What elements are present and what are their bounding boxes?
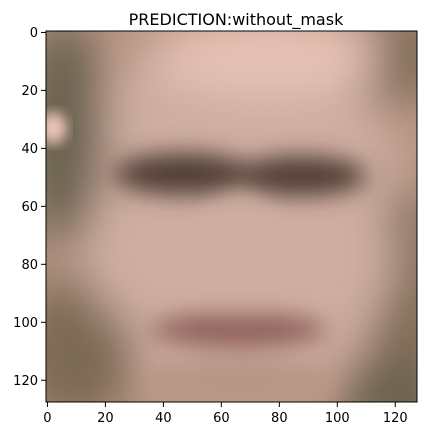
x-axis: 0 20 40 60 80 100 120 — [43, 402, 408, 426]
y-axis: 0 20 40 60 80 100 120 — [13, 26, 46, 389]
mouth-region — [151, 313, 327, 347]
y-tick-label: 80 — [21, 258, 38, 273]
left-eye-shadow — [113, 153, 253, 195]
nose-bridge — [209, 203, 269, 313]
left-background-shadow — [46, 31, 106, 247]
left-edge-highlight — [46, 112, 67, 144]
left-cheek — [86, 176, 170, 320]
right-cheek — [275, 178, 395, 338]
x-tick-label: 40 — [155, 411, 172, 426]
x-tick-label: 100 — [325, 411, 350, 426]
y-tick-label: 0 — [30, 26, 38, 41]
chart-title: PREDICTION:without_mask — [129, 10, 344, 30]
forehead-highlight — [153, 31, 383, 95]
x-tick-label: 0 — [43, 411, 51, 426]
x-tick-label: 20 — [97, 411, 114, 426]
y-tick-label: 40 — [21, 142, 38, 157]
x-tick-label: 120 — [383, 411, 408, 426]
image-frame — [45, 30, 418, 403]
right-eye-shadow — [235, 156, 367, 196]
face-image — [46, 31, 417, 402]
x-tick-label: 60 — [213, 411, 230, 426]
y-tick-label: 20 — [21, 84, 38, 99]
bottom-right-background — [340, 360, 417, 402]
chin-region — [143, 358, 333, 402]
x-tick-label: 80 — [271, 411, 288, 426]
y-tick-label: 60 — [21, 200, 38, 215]
y-tick-label: 100 — [13, 316, 38, 331]
y-tick-label: 120 — [13, 374, 38, 389]
